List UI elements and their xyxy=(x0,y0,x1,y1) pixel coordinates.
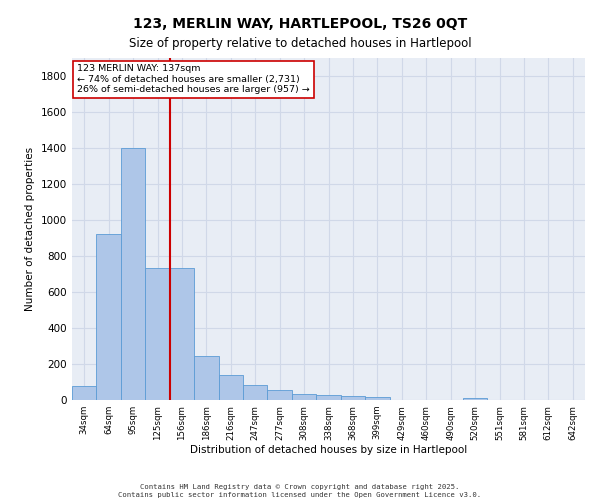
Bar xyxy=(194,356,218,400)
Bar xyxy=(316,394,341,400)
Text: 123, MERLIN WAY, HARTLEPOOL, TS26 0QT: 123, MERLIN WAY, HARTLEPOOL, TS26 0QT xyxy=(133,18,467,32)
Bar xyxy=(341,396,365,400)
Bar xyxy=(121,148,145,400)
Bar xyxy=(292,394,316,400)
Bar xyxy=(243,384,268,400)
Bar xyxy=(463,398,487,400)
Text: Contains HM Land Registry data © Crown copyright and database right 2025.
Contai: Contains HM Land Registry data © Crown c… xyxy=(118,484,482,498)
X-axis label: Distribution of detached houses by size in Hartlepool: Distribution of detached houses by size … xyxy=(190,446,467,456)
Text: Size of property relative to detached houses in Hartlepool: Size of property relative to detached ho… xyxy=(128,38,472,51)
Bar xyxy=(97,234,121,400)
Bar xyxy=(268,390,292,400)
Text: 123 MERLIN WAY: 137sqm
← 74% of detached houses are smaller (2,731)
26% of semi-: 123 MERLIN WAY: 137sqm ← 74% of detached… xyxy=(77,64,310,94)
Y-axis label: Number of detached properties: Number of detached properties xyxy=(25,146,35,311)
Bar xyxy=(365,398,389,400)
Bar xyxy=(170,268,194,400)
Bar xyxy=(72,386,97,400)
Bar xyxy=(145,268,170,400)
Bar xyxy=(218,375,243,400)
